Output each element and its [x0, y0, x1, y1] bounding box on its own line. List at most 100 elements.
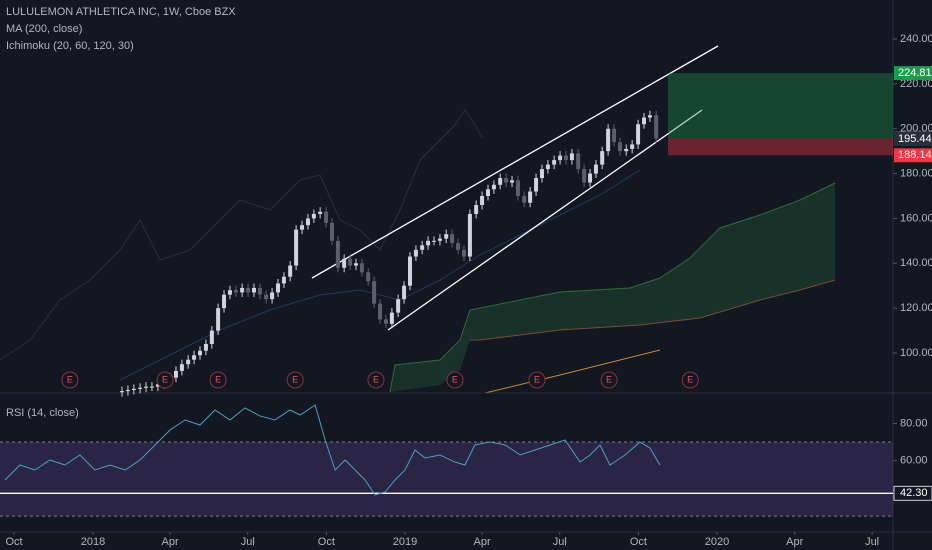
y-tick-label: 160.00: [900, 212, 932, 224]
x-tick-label: Jul: [865, 536, 879, 548]
candle-body: [233, 290, 238, 293]
candle-body: [281, 276, 286, 284]
candle-body: [125, 389, 130, 392]
candle-body: [276, 283, 281, 293]
ichimoku-cloud: [390, 183, 835, 392]
candle-body: [173, 370, 178, 378]
candle-body: [155, 384, 160, 387]
y-tick-label: 140.00: [900, 257, 932, 269]
candle-body: [636, 124, 641, 145]
candle-body: [450, 234, 455, 244]
x-tick-label: Oct: [630, 536, 647, 548]
earnings-marker: [681, 371, 699, 389]
indicator-label: Ichimoku (20, 60, 120, 30): [6, 40, 134, 52]
candle-body: [348, 258, 353, 266]
candle-body: [480, 196, 485, 205]
candle-body: [192, 355, 197, 360]
candle-body: [216, 308, 221, 331]
candle-body: [329, 222, 334, 241]
trend-line: [311, 45, 719, 279]
candle-body: [461, 249, 466, 257]
earnings-marker: [61, 371, 79, 389]
y-tick-label: 60.00: [900, 454, 928, 466]
candle-body: [485, 189, 490, 196]
candle-body: [474, 204, 479, 214]
candle-body: [366, 272, 371, 282]
candle-body: [402, 285, 407, 300]
candle-body: [396, 299, 401, 313]
candle-body: [437, 238, 442, 241]
candle-body: [576, 153, 581, 170]
candle-body: [534, 178, 539, 192]
earnings-label: E: [687, 374, 693, 384]
candle-body: [372, 281, 377, 304]
candle-body: [222, 294, 227, 309]
earnings-label: E: [292, 374, 298, 384]
x-tick-label: 2018: [81, 536, 105, 548]
earnings-label: E: [67, 374, 73, 384]
candle-body: [617, 142, 622, 152]
candle-body: [600, 151, 605, 165]
candle-body: [335, 240, 340, 268]
candle-body: [593, 164, 598, 174]
candle-body: [288, 265, 293, 277]
hline-label-bg: [893, 485, 932, 501]
lagging-span: [0, 109, 483, 361]
candle-body: [311, 213, 316, 219]
candle-body: [378, 303, 383, 320]
candle-body: [522, 196, 527, 203]
earnings-marker: [600, 371, 618, 389]
earnings-marker: [446, 371, 464, 389]
price-label: 188.14: [898, 149, 932, 161]
stop-zone: [668, 138, 893, 156]
candle-body: [324, 211, 329, 223]
candle-body: [131, 388, 136, 390]
earnings-label: E: [534, 374, 540, 384]
earnings-label: E: [373, 374, 379, 384]
candle-body: [630, 144, 635, 149]
candle-body: [186, 359, 191, 365]
candle-body: [305, 218, 310, 226]
candle-body: [149, 386, 154, 388]
candle-body: [407, 256, 412, 286]
x-tick-label: 2020: [705, 536, 729, 548]
candle-body: [318, 211, 323, 214]
moving-average: [484, 349, 661, 394]
candle-body: [569, 153, 574, 161]
rsi-band: [0, 442, 893, 517]
candle-body: [389, 312, 394, 324]
x-tick-label: 2019: [393, 536, 417, 548]
candle-body: [270, 292, 275, 300]
earnings-label: E: [452, 374, 458, 384]
candle-body: [300, 225, 305, 230]
cloud-edge: [470, 279, 836, 341]
candle-body: [558, 155, 563, 161]
rsi-line: [4, 404, 661, 496]
trend-line: [387, 109, 703, 331]
candle-body: [504, 178, 509, 183]
y-tick-label: 180.00: [900, 167, 932, 179]
x-tick-label: Oct: [5, 536, 22, 548]
target-zone: [668, 73, 893, 139]
candle-body: [198, 350, 203, 356]
candle-body: [179, 364, 184, 371]
candle-body: [354, 263, 359, 266]
candle-body: [383, 319, 388, 324]
rsi-title: RSI (14, close): [6, 407, 79, 419]
earnings-label: E: [162, 374, 168, 384]
price-label-bg: [894, 148, 932, 163]
candle-body: [467, 213, 472, 257]
candle-body: [510, 180, 515, 183]
candle-body: [294, 229, 299, 266]
candle-body: [264, 294, 269, 300]
earnings-label: E: [606, 374, 612, 384]
candle-body: [588, 173, 593, 183]
earnings-marker: [528, 371, 546, 389]
candle-body: [209, 330, 214, 345]
y-tick-label: 220.00: [900, 78, 932, 90]
candle-body: [240, 287, 245, 293]
hline-label: 42.30: [900, 487, 928, 499]
candle-body: [647, 115, 652, 118]
candle-body: [539, 169, 544, 179]
